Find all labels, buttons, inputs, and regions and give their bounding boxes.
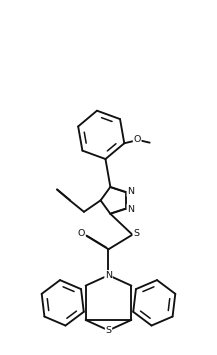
- Text: N: N: [105, 271, 112, 280]
- Text: S: S: [105, 326, 112, 335]
- Text: O: O: [78, 229, 85, 237]
- Text: N: N: [127, 204, 134, 214]
- Text: O: O: [133, 135, 141, 144]
- Text: S: S: [133, 229, 139, 237]
- Text: N: N: [127, 187, 134, 196]
